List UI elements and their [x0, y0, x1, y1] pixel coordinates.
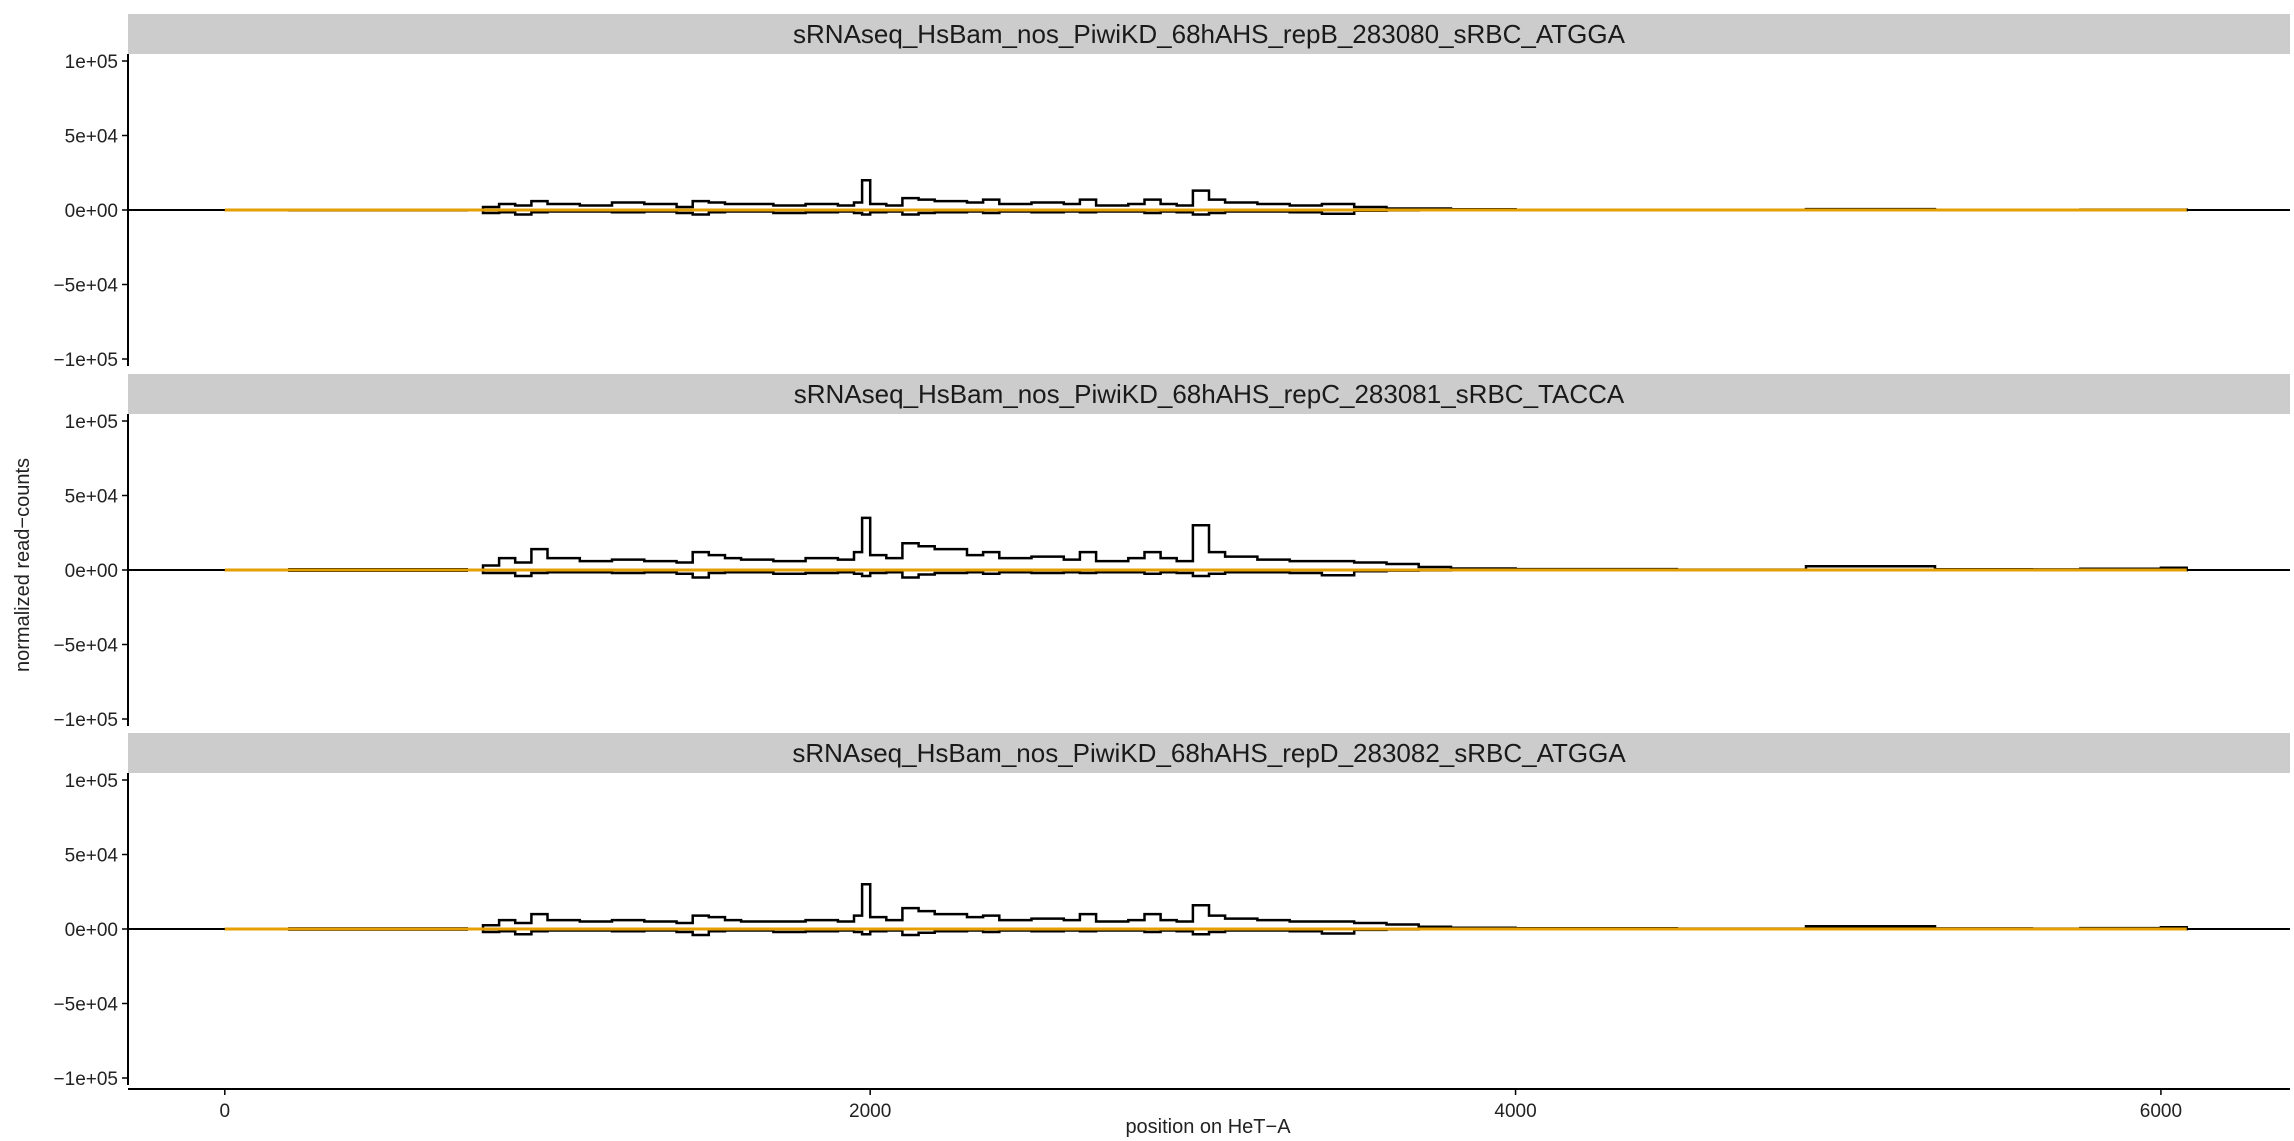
y-tick-label: 5e+04: [65, 846, 119, 867]
antisense-coverage-line: [224, 208, 2188, 216]
x-tick-label: 6000: [2140, 1101, 2182, 1122]
strip-label: sRNAseq_HsBam_nos_PiwiKD_68hAHS_repC_283…: [794, 379, 1625, 409]
strip-label: sRNAseq_HsBam_nos_PiwiKD_68hAHS_repB_283…: [793, 19, 1626, 49]
x-axis: 0 2000 4000 6000: [128, 1088, 2290, 1122]
panel-1: sRNAseq_HsBam_nos_PiwiKD_68hAHS_repB_283…: [54, 14, 2290, 371]
y-tick-label: −1e+05: [54, 350, 118, 371]
antisense-coverage-line: [224, 568, 2188, 579]
y-tick-label: 1e+05: [65, 412, 118, 433]
y-tick-label: −1e+05: [54, 1069, 118, 1090]
sense-coverage-line: [224, 178, 2188, 212]
x-axis-title: position on HeT−A: [1125, 1116, 1291, 1138]
panel-2: sRNAseq_HsBam_nos_PiwiKD_68hAHS_repC_283…: [54, 374, 2290, 731]
antisense-coverage-line: [224, 927, 2188, 937]
y-tick-label: 0e+00: [65, 920, 118, 941]
y-tick-label: −5e+04: [54, 995, 119, 1016]
x-tick-label: 4000: [1494, 1101, 1536, 1122]
strip-background: [128, 14, 2290, 54]
y-tick-label: 1e+05: [65, 771, 118, 792]
y-tick-label: 1e+05: [65, 52, 118, 73]
y-axis-title: normalized read−counts: [12, 458, 34, 672]
y-tick-label: −1e+05: [54, 710, 118, 731]
y-tick-label: 5e+04: [65, 487, 119, 508]
x-tick-label: 0: [220, 1101, 231, 1122]
sense-coverage-line: [224, 516, 2188, 572]
panels-group: sRNAseq_HsBam_nos_PiwiKD_68hAHS_repB_283…: [54, 14, 2290, 1090]
y-tick-label: 0e+00: [65, 201, 118, 222]
x-tick-label: 2000: [849, 1101, 891, 1122]
strip-label: sRNAseq_HsBam_nos_PiwiKD_68hAHS_repD_283…: [792, 738, 1626, 768]
y-tick-label: −5e+04: [54, 276, 119, 297]
panel-3: sRNAseq_HsBam_nos_PiwiKD_68hAHS_repD_283…: [54, 733, 2290, 1090]
strip-background: [128, 374, 2290, 414]
y-tick-label: 0e+00: [65, 561, 118, 582]
y-tick-label: −5e+04: [54, 636, 119, 657]
sense-coverage-line: [224, 883, 2188, 931]
y-tick-label: 5e+04: [65, 127, 119, 148]
strip-background: [128, 733, 2290, 773]
